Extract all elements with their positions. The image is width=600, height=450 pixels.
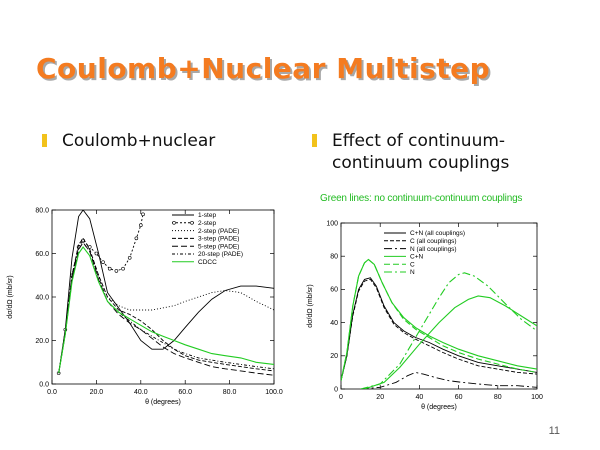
- series-marker: [94, 251, 99, 256]
- y-tick-label: 80: [330, 254, 338, 261]
- x-tick-label: 100.0: [265, 389, 283, 396]
- series-marker: [114, 269, 119, 273]
- x-tick-label: 80: [494, 394, 502, 401]
- y-tick-label: 100: [326, 220, 338, 227]
- y-tick-label: 0.0: [39, 381, 49, 388]
- x-axis-label: θ (degrees): [421, 404, 457, 411]
- series-line-3-step-pade-: [58, 237, 274, 374]
- bullet-marker: [42, 134, 47, 147]
- x-tick-label: 0.0: [47, 389, 57, 396]
- x-tick-label: 80.0: [223, 389, 237, 396]
- y-axis-label: dσ/dΩ (mb/sr): [7, 275, 14, 318]
- legend-entry: 20-step (PADE): [198, 251, 243, 258]
- y-tick-label: 40.0: [35, 294, 49, 301]
- x-axis-label: θ (degrees): [145, 399, 181, 406]
- series-line-unlabeled: [364, 295, 537, 389]
- series-line-c-all-couplings-: [341, 278, 537, 381]
- page-number: 11: [548, 425, 560, 437]
- legend-entry: 2-step: [198, 220, 216, 227]
- slide-title: Coulomb+Nuclear Multistep: [36, 52, 491, 85]
- series-line-cdcc: [58, 246, 274, 374]
- x-tick-label: 60: [455, 394, 463, 401]
- y-tick-label: 20.0: [35, 338, 49, 345]
- legend-entry: C (all couplings): [410, 238, 457, 245]
- series-line-1-step: [58, 210, 274, 374]
- bullet-label: Effect of continuum-continuum couplings: [332, 131, 510, 173]
- legend-entry: C+N (all couplings): [410, 230, 465, 237]
- series-marker: [134, 236, 139, 241]
- x-tick-label: 0: [339, 394, 343, 401]
- x-tick-label: 60.0: [178, 389, 192, 396]
- y-tick-label: 40: [330, 320, 338, 327]
- legend-entry: 2-step (PADE): [198, 228, 239, 235]
- legend-entry: C: [410, 261, 415, 268]
- right-chart: 0 20 40 60 80 100 0 20 40 60 80 100 θ (degrees) dσ/dΩ…: [307, 220, 543, 411]
- series-line-n: [360, 272, 537, 389]
- bullet-label: Coulomb+nuclear: [62, 131, 216, 151]
- bullet-continuum-couplings: Effect of continuum-continuum couplings: [312, 130, 582, 174]
- legend-marker: [190, 220, 194, 225]
- legend-entry: 5-step (PADE): [198, 243, 239, 250]
- x-tick-label: 100: [531, 394, 543, 401]
- plot-frame: [340, 222, 538, 390]
- legend-entry: N: [410, 269, 415, 276]
- y-tick-label: 0: [334, 386, 338, 393]
- series-line-n-all-couplings-: [360, 371, 537, 389]
- legend-entry: CDCC: [198, 259, 217, 266]
- series-line-c-n-all-couplings-: [341, 277, 537, 381]
- x-tick-label: 20.0: [90, 389, 104, 396]
- series-line-c: [341, 258, 537, 381]
- series-line-20-step-pade-: [58, 241, 274, 374]
- bullet-marker: [312, 134, 317, 147]
- series-marker: [139, 223, 143, 228]
- legend-marker: [172, 220, 176, 225]
- bullet-coulomb-nuclear: Coulomb+nuclear: [42, 130, 216, 152]
- series-line-2-step: [58, 214, 144, 374]
- legend-entry: N (all couplings): [410, 246, 457, 253]
- series-marker: [87, 245, 92, 249]
- y-axis-label: dσ/dΩ (mb/sr): [307, 284, 314, 327]
- series-line-5-step-pade-: [58, 241, 274, 376]
- legend-entry: 3-step (PADE): [198, 236, 239, 243]
- x-tick-label: 40.0: [134, 389, 148, 396]
- legend-entry: C+N: [410, 254, 423, 261]
- y-tick-label: 60.0: [35, 251, 49, 258]
- series-marker: [127, 256, 132, 260]
- legend-entry: 1-step: [198, 212, 216, 219]
- series-marker: [121, 266, 125, 271]
- x-tick-label: 40: [416, 394, 424, 401]
- series-marker: [107, 266, 112, 271]
- series-marker: [141, 212, 145, 217]
- y-tick-label: 80.0: [35, 207, 49, 214]
- green-lines-note: Green lines: no continuum-continuum coup…: [320, 193, 523, 204]
- y-tick-label: 60: [330, 287, 338, 294]
- series-marker: [101, 260, 105, 264]
- y-tick-label: 20: [330, 353, 338, 360]
- left-chart: 0.0 20.0 40.0 60.0 80.0 100.0 0.0 20.0 40.0 60.0 8…: [7, 207, 283, 406]
- x-tick-label: 20: [376, 394, 384, 401]
